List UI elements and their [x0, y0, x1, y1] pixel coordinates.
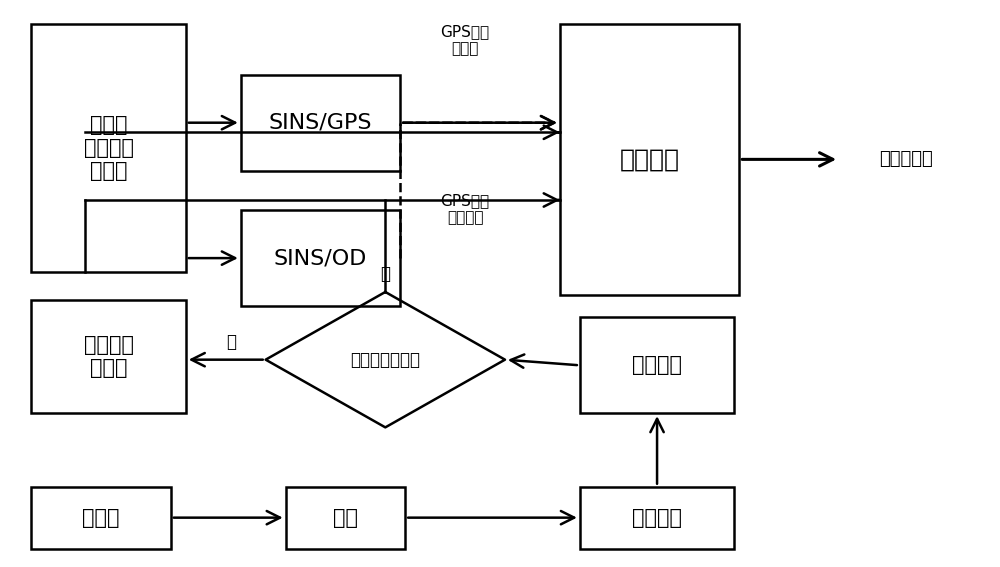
- Text: 是否是新的特征: 是否是新的特征: [350, 350, 420, 369]
- Text: GPS信号
可用时: GPS信号 可用时: [441, 24, 490, 56]
- Text: 图片: 图片: [333, 507, 358, 528]
- Text: SINS/GPS: SINS/GPS: [269, 113, 372, 133]
- Text: 否: 否: [380, 265, 390, 284]
- Text: 数据融合: 数据融合: [620, 147, 680, 171]
- FancyBboxPatch shape: [286, 486, 405, 549]
- FancyBboxPatch shape: [241, 75, 400, 171]
- FancyBboxPatch shape: [580, 486, 734, 549]
- Text: GPS信号
不可用时: GPS信号 不可用时: [441, 193, 490, 226]
- FancyBboxPatch shape: [580, 318, 734, 413]
- FancyBboxPatch shape: [31, 486, 171, 549]
- FancyBboxPatch shape: [241, 210, 400, 306]
- Text: 初始姿
态、速度
与位置: 初始姿 态、速度 与位置: [84, 115, 134, 181]
- Text: 是: 是: [226, 333, 236, 351]
- Text: 特征匹配: 特征匹配: [632, 356, 682, 375]
- FancyBboxPatch shape: [31, 301, 186, 413]
- FancyBboxPatch shape: [560, 24, 739, 295]
- FancyBboxPatch shape: [31, 24, 186, 272]
- Text: 位置、地图: 位置、地图: [879, 150, 933, 168]
- Text: 特征提取: 特征提取: [632, 507, 682, 528]
- Text: 摄像机: 摄像机: [82, 507, 120, 528]
- Text: 状态、观
测增广: 状态、观 测增广: [84, 335, 134, 378]
- Text: SINS/OD: SINS/OD: [274, 248, 367, 268]
